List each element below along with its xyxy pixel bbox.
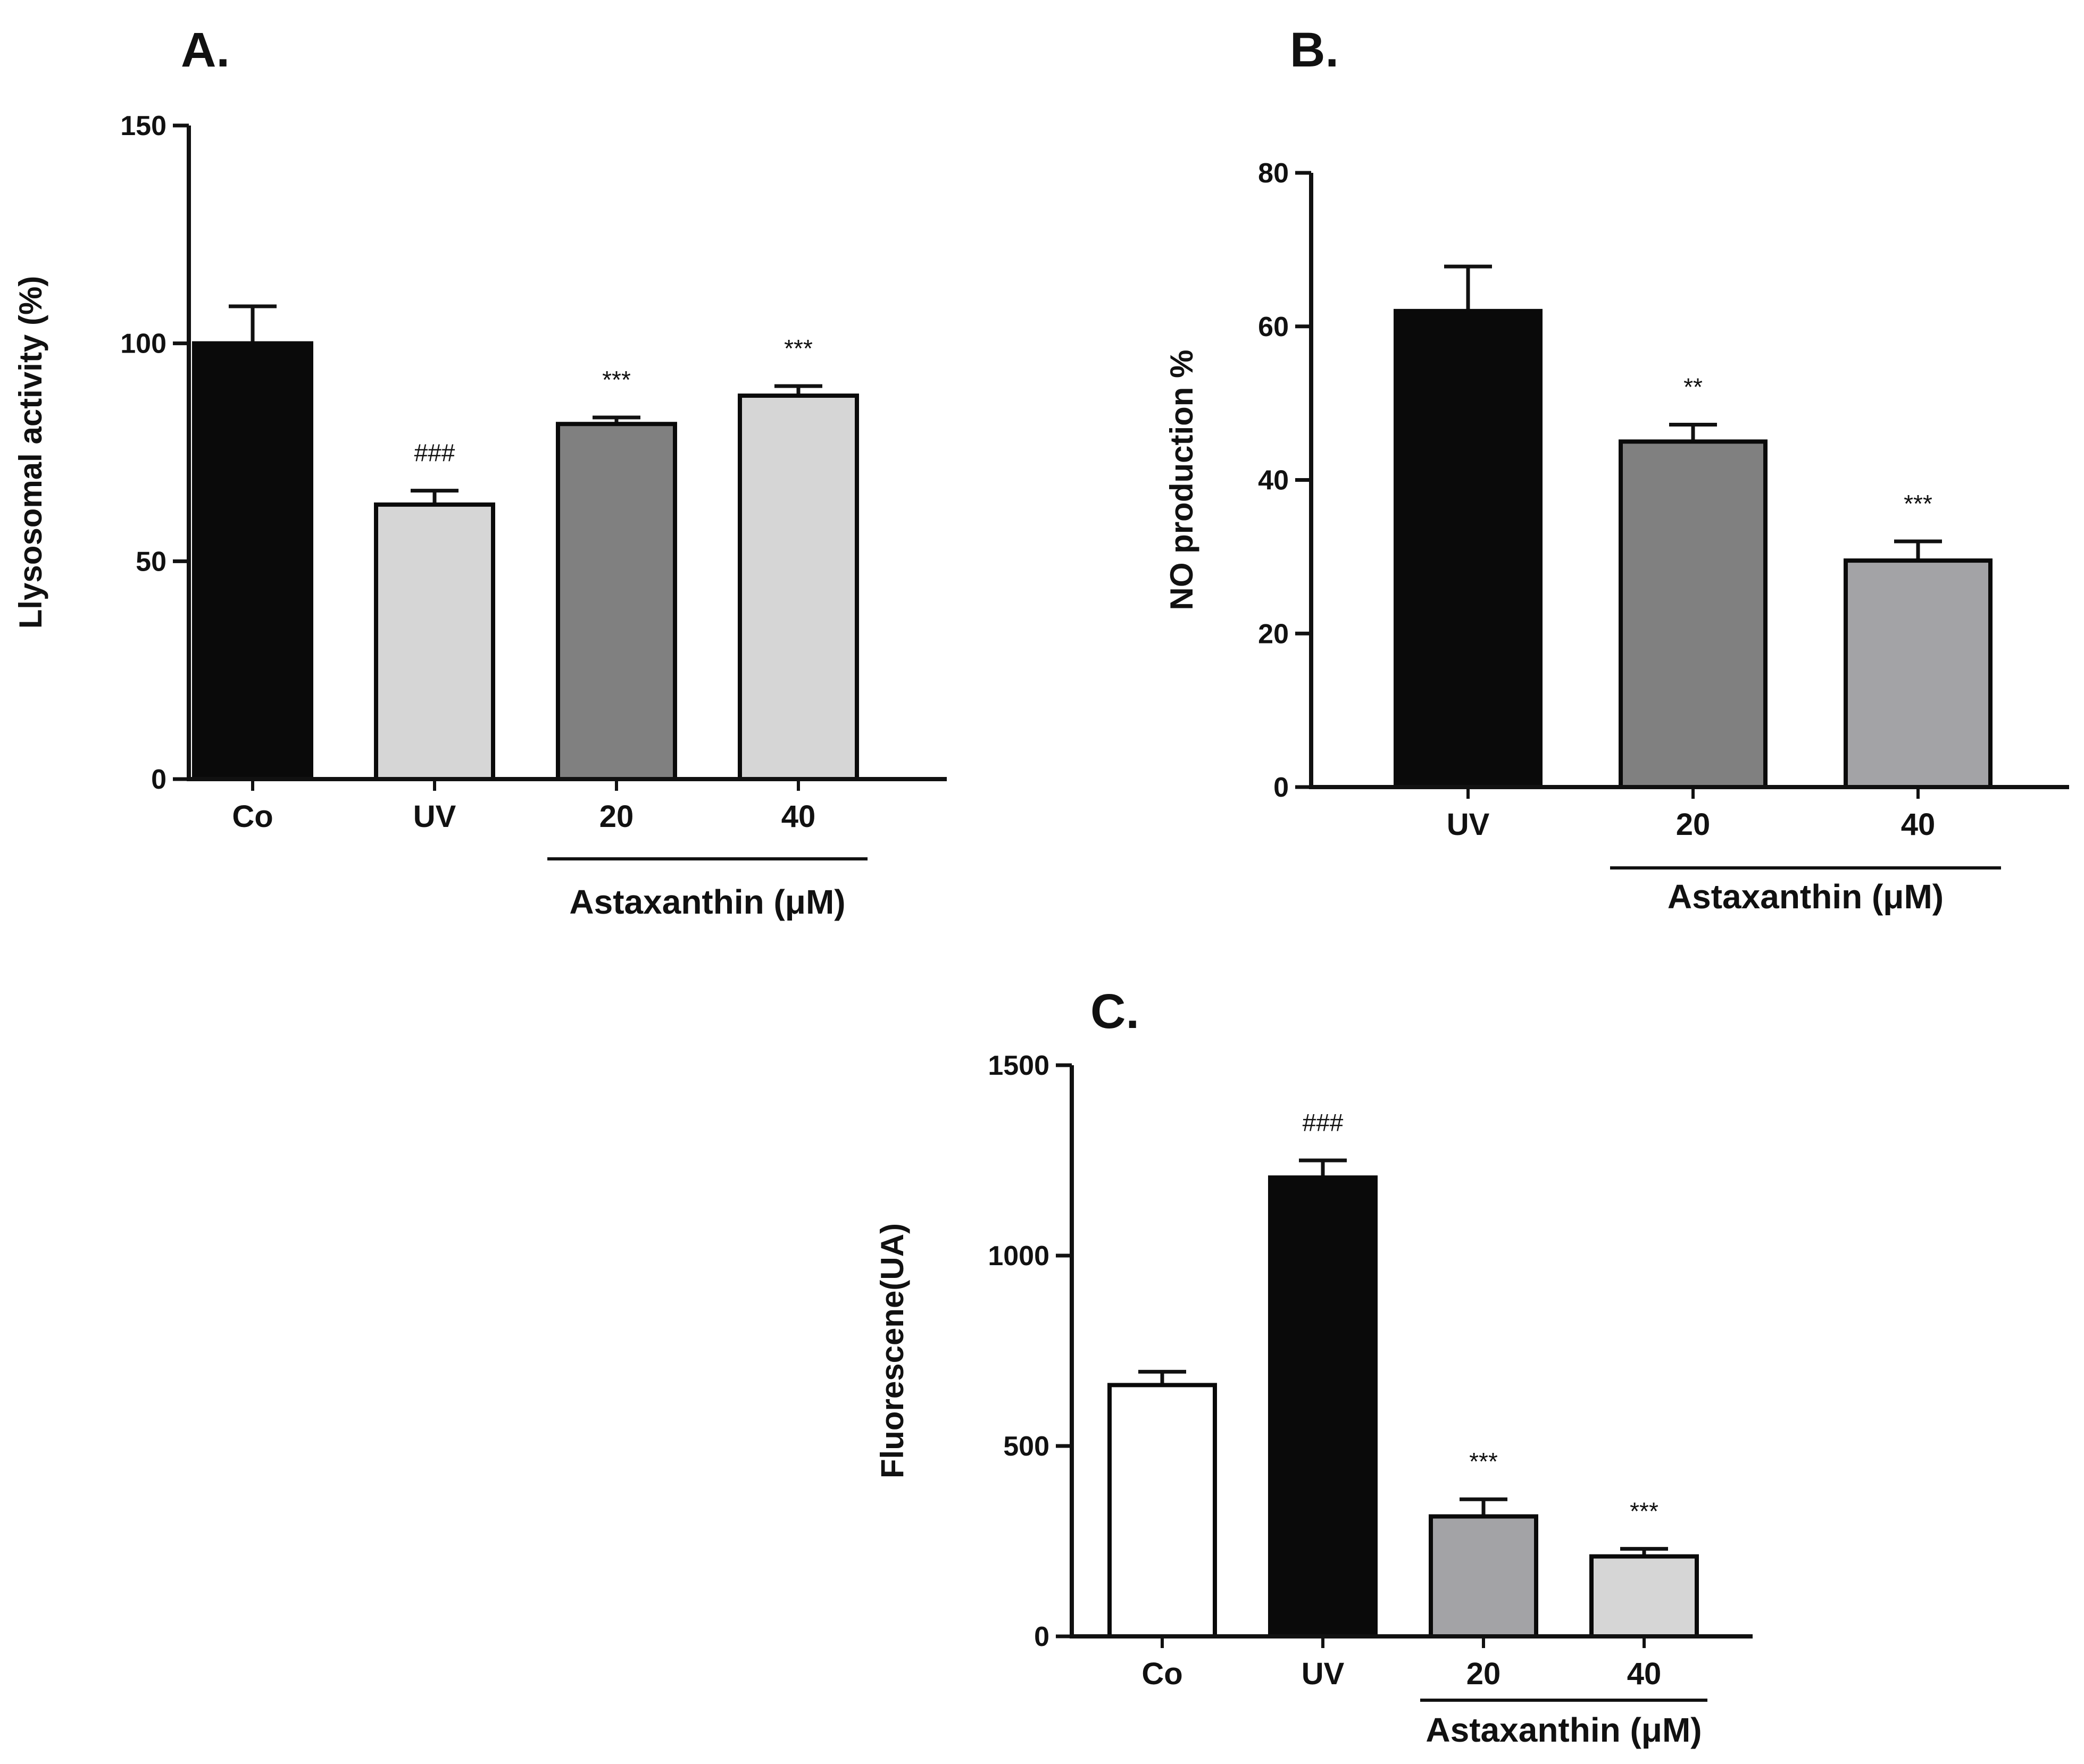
significance-label: *** — [1630, 1497, 1658, 1525]
x-tick-label: 20 — [1466, 1657, 1501, 1691]
y-axis-label: NO production % — [1164, 350, 1199, 611]
y-tick-label: 80 — [1258, 158, 1289, 189]
bar-40 — [1844, 558, 1993, 789]
bar-20 — [1429, 1514, 1538, 1638]
y-tick-label: 0 — [1273, 772, 1289, 803]
x-tick-label: UV — [1302, 1657, 1345, 1691]
x-tick-label: Co — [232, 799, 273, 834]
bar-Co — [192, 341, 313, 781]
x-tick-label: UV — [413, 799, 456, 834]
y-tick-label: 40 — [1258, 465, 1289, 496]
significance-label: *** — [1469, 1448, 1498, 1475]
bar-40 — [1589, 1554, 1699, 1638]
group-label: Astaxanthin (μM) — [1668, 877, 1944, 916]
y-axis-label: Llysosomal activity (%) — [13, 276, 48, 629]
panel-letter: C. — [1090, 984, 1139, 1039]
significance-label: ### — [414, 439, 455, 467]
bar-20 — [1619, 439, 1768, 789]
panel-c: C. Fluorescene(UA) Co ### UV *** 20 *** 40 0 500 10… — [874, 984, 1753, 1749]
bar-UV — [1394, 308, 1543, 789]
x-tick-label: 40 — [1901, 807, 1936, 842]
bar-20 — [556, 422, 677, 781]
y-tick-label: 1000 — [988, 1241, 1049, 1272]
x-tick-label: Co — [1141, 1657, 1182, 1691]
significance-label: *** — [1904, 490, 1932, 517]
y-tick-label: 50 — [136, 546, 166, 577]
y-tick-label: 150 — [120, 111, 166, 141]
panel-b: B. NO production % UV ** 20 *** 40 0 20 40 60 80 Ast… — [1164, 23, 2069, 916]
significance-label: *** — [784, 335, 813, 362]
y-tick-label: 20 — [1258, 618, 1289, 649]
group-label: Astaxanthin (μM) — [569, 883, 845, 921]
group-label: Astaxanthin (μM) — [1426, 1711, 1702, 1749]
y-axis-label: Fluorescene(UA) — [874, 1223, 910, 1478]
y-tick-label: 60 — [1258, 312, 1289, 342]
bar-40 — [738, 393, 859, 781]
panel-a: A. Llysosomal activity (%) Co ### UV *** 20 ***… — [13, 23, 947, 921]
significance-label: *** — [602, 366, 631, 394]
panel-letter: B. — [1290, 23, 1339, 77]
bar-Co — [1107, 1383, 1217, 1638]
x-tick-label: 20 — [599, 799, 634, 834]
significance-label: ** — [1683, 373, 1703, 401]
y-tick-label: 0 — [1034, 1621, 1049, 1652]
y-tick-label: 1500 — [988, 1050, 1049, 1081]
x-tick-label: 20 — [1676, 807, 1711, 842]
bar-UV — [1268, 1175, 1378, 1638]
significance-label: ### — [1303, 1109, 1344, 1136]
y-tick-label: 0 — [151, 764, 166, 795]
bar-UV — [374, 502, 495, 781]
x-tick-label: 40 — [781, 799, 816, 834]
x-tick-label: 40 — [1627, 1657, 1662, 1691]
x-tick-label: UV — [1447, 807, 1490, 842]
y-tick-label: 100 — [120, 329, 166, 360]
panel-letter: A. — [181, 23, 230, 77]
y-tick-label: 500 — [1003, 1431, 1049, 1462]
